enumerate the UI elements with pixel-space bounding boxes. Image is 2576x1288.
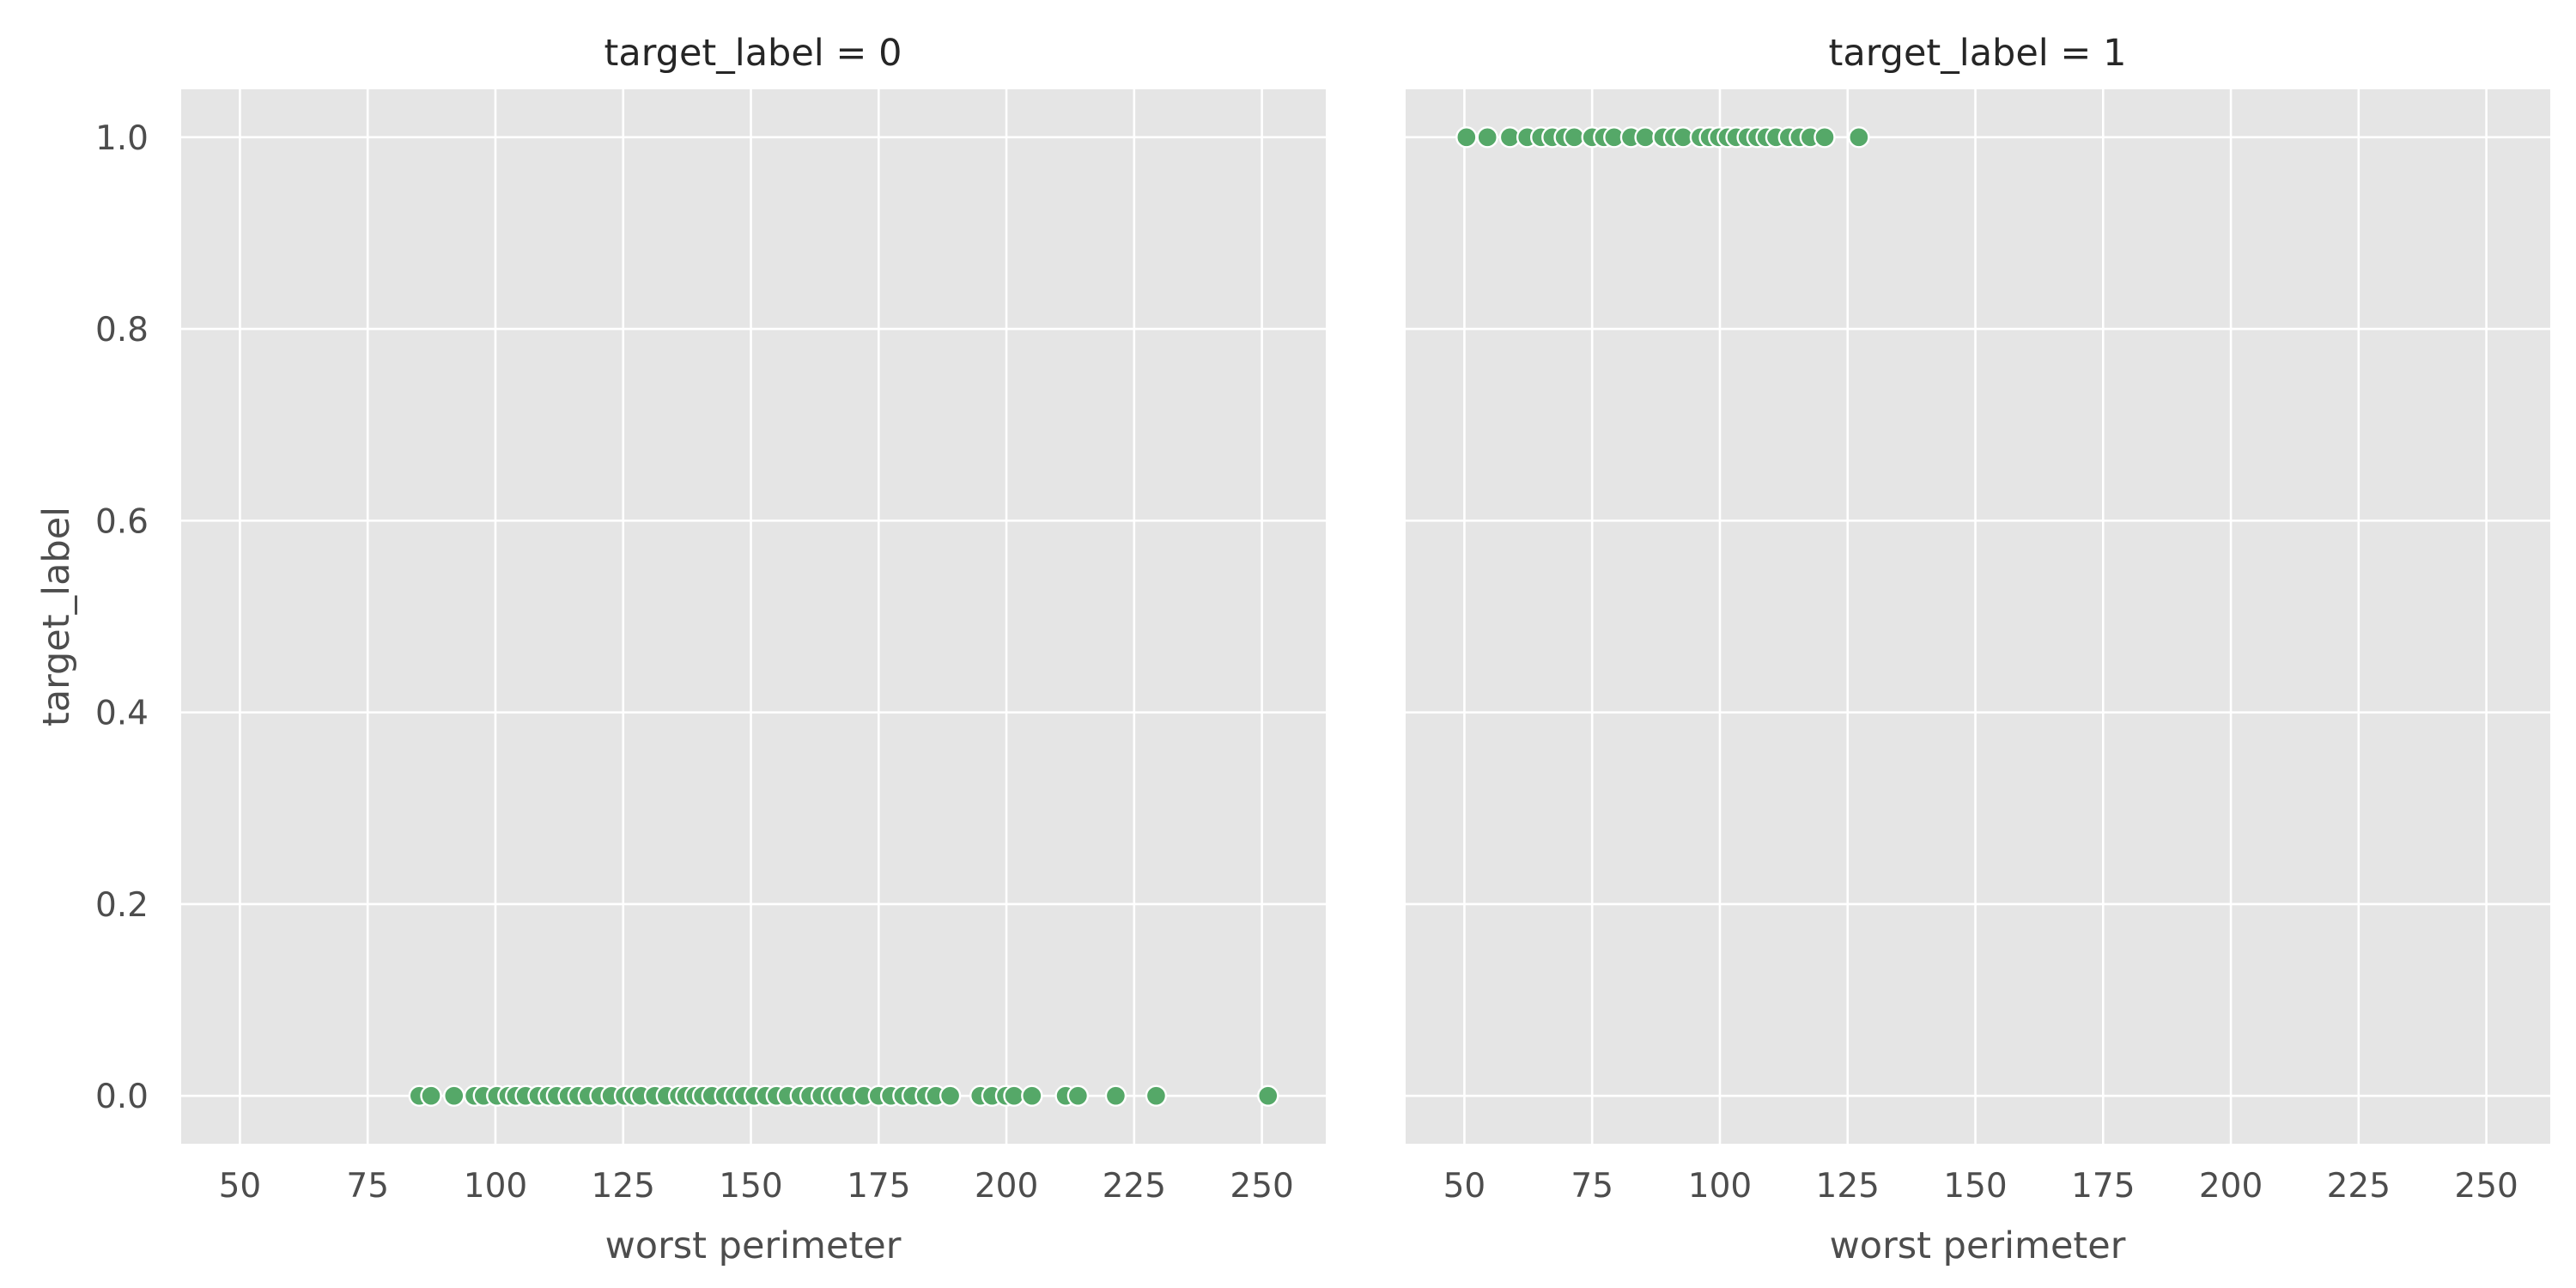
x-tick-label: 100 bbox=[1688, 1167, 1752, 1206]
y-tick-label: 0.2 bbox=[95, 886, 149, 925]
data-point bbox=[939, 1084, 962, 1107]
data-point bbox=[1563, 126, 1586, 149]
x-tick-label: 225 bbox=[1103, 1167, 1166, 1206]
panel-title: target_label = 1 bbox=[1829, 32, 2127, 75]
y-tick-label: 0.8 bbox=[95, 311, 149, 349]
data-point bbox=[1814, 126, 1836, 149]
data-point bbox=[443, 1084, 465, 1107]
y-tick-label: 0.4 bbox=[95, 695, 149, 733]
x-tick-label: 150 bbox=[1943, 1167, 2007, 1206]
data-point bbox=[1634, 126, 1656, 149]
data-point bbox=[1021, 1084, 1043, 1107]
x-tick-label: 100 bbox=[464, 1167, 527, 1206]
data-point bbox=[1003, 1084, 1025, 1107]
data-point bbox=[1104, 1084, 1127, 1107]
plot-area-panel-0 bbox=[181, 89, 1326, 1144]
x-axis-label: worst perimeter bbox=[1830, 1224, 2126, 1267]
x-tick-label: 75 bbox=[1571, 1167, 1613, 1206]
y-axis-label: target_label bbox=[35, 507, 78, 726]
x-tick-label: 175 bbox=[847, 1167, 910, 1206]
x-tick-label: 75 bbox=[346, 1167, 389, 1206]
x-tick-label: 225 bbox=[2327, 1167, 2391, 1206]
x-tick-label: 150 bbox=[719, 1167, 782, 1206]
x-tick-label: 50 bbox=[1443, 1167, 1486, 1206]
data-point bbox=[1848, 126, 1870, 149]
x-axis-label: worst perimeter bbox=[605, 1224, 902, 1267]
data-point bbox=[1145, 1084, 1168, 1107]
x-tick-label: 125 bbox=[1816, 1167, 1880, 1206]
x-tick-label: 200 bbox=[2199, 1167, 2263, 1206]
panel-title: target_label = 0 bbox=[605, 32, 902, 75]
y-tick-label: 1.0 bbox=[95, 119, 149, 158]
data-point bbox=[420, 1084, 442, 1107]
x-tick-label: 50 bbox=[219, 1167, 262, 1206]
x-tick-label: 125 bbox=[592, 1167, 655, 1206]
panel-target-label-0: 50 75 100 125 150 175 200 225 250 0.0 0.2 0.4 0.6 0.… bbox=[35, 32, 1326, 1267]
y-tick-label: 0.6 bbox=[95, 502, 149, 541]
plot-area-panel-1 bbox=[1406, 89, 2550, 1144]
x-tick-label: 250 bbox=[1230, 1167, 1293, 1206]
x-tick-label: 250 bbox=[2454, 1167, 2518, 1206]
y-tick-label: 0.0 bbox=[95, 1078, 149, 1116]
data-point bbox=[1066, 1084, 1090, 1107]
data-point bbox=[1455, 126, 1478, 149]
x-tick-label: 200 bbox=[975, 1167, 1038, 1206]
data-point bbox=[1257, 1084, 1279, 1107]
panel-target-label-1: 50 75 100 125 150 175 200 225 250 target_label =… bbox=[1406, 32, 2550, 1267]
data-point bbox=[1476, 126, 1498, 149]
x-tick-label: 175 bbox=[2071, 1167, 2135, 1206]
